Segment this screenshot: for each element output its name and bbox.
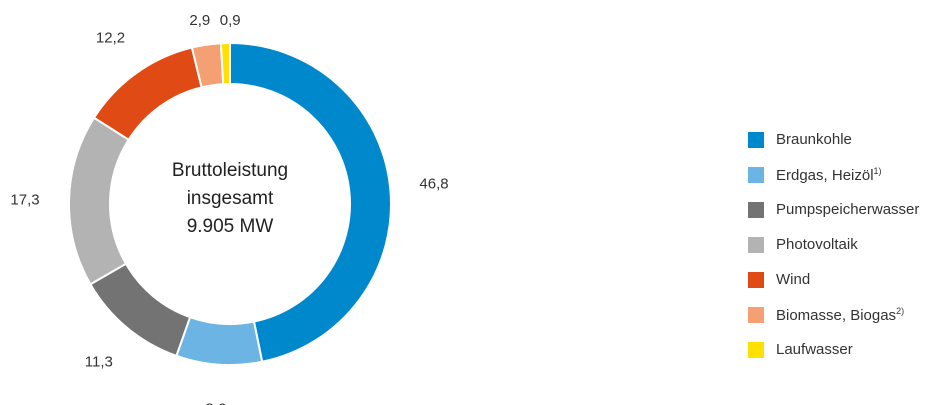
- value-label-6: 0,9: [220, 12, 241, 29]
- legend-swatch: [748, 236, 764, 253]
- value-labels: 46,8 8,6 11,3 17,3 12,2 2,9 0,9: [10, 12, 448, 405]
- legend-label: Wind: [776, 271, 811, 288]
- legend-swatch: [748, 166, 764, 183]
- legend-item-wind: Wind: [748, 271, 919, 288]
- footnote-marker: 2): [896, 305, 905, 316]
- legend-item-pumpspeicherwasser: Pumpspeicherwasser: [748, 201, 919, 218]
- legend-label: Pumpspeicherwasser: [776, 201, 920, 218]
- legend-item-erdgas-heizoel: Erdgas, Heizöl1): [748, 165, 919, 184]
- legend-label: Laufwasser: [776, 341, 853, 358]
- legend-label: Erdgas, Heizöl1): [776, 165, 882, 184]
- donut-slice-0: [229, 41, 393, 363]
- value-label-2: 11,3: [85, 354, 113, 371]
- legend-item-braunkohle: Braunkohle: [748, 131, 919, 148]
- legend: Braunkohle Erdgas, Heizöl1) Pumpspeicher…: [748, 131, 919, 376]
- legend-swatch: [748, 131, 764, 148]
- center-line-1: Bruttoleistung: [172, 160, 288, 181]
- donut-slice-6: [219, 41, 231, 86]
- footnote-marker: 1): [873, 165, 882, 176]
- value-label-4: 12,2: [96, 29, 125, 46]
- legend-label: Biomasse, Biogas2): [776, 305, 905, 324]
- donut-slice-2: [89, 262, 192, 358]
- value-label-3: 17,3: [10, 192, 39, 209]
- legend-label: Braunkohle: [776, 131, 852, 148]
- legend-swatch: [748, 201, 764, 218]
- center-line-2: insgesamt: [187, 188, 274, 209]
- donut-chart: 46,8 8,6 11,3 17,3 12,2 2,9 0,9 Bruttoleistung…: [10, 12, 448, 405]
- legend-label: Photovoltaik: [776, 236, 858, 253]
- value-label-5: 2,9: [189, 12, 210, 29]
- legend-item-biomasse-biogas: Biomasse, Biogas2): [748, 305, 919, 324]
- legend-item-photovoltaik: Photovoltaik: [748, 236, 919, 253]
- donut-slice-3: [68, 116, 131, 286]
- center-line-3: 9.905 MW: [187, 216, 274, 237]
- legend-swatch: [748, 271, 764, 288]
- legend-swatch: [748, 341, 764, 358]
- donut-slice-4: [92, 46, 203, 142]
- donut-slices: [68, 41, 393, 366]
- legend-swatch: [748, 306, 764, 323]
- donut-slice-1: [175, 315, 264, 366]
- value-label-0: 46,8: [419, 175, 448, 192]
- value-label-1: 8,6: [205, 401, 226, 405]
- legend-item-laufwasser: Laufwasser: [748, 341, 919, 358]
